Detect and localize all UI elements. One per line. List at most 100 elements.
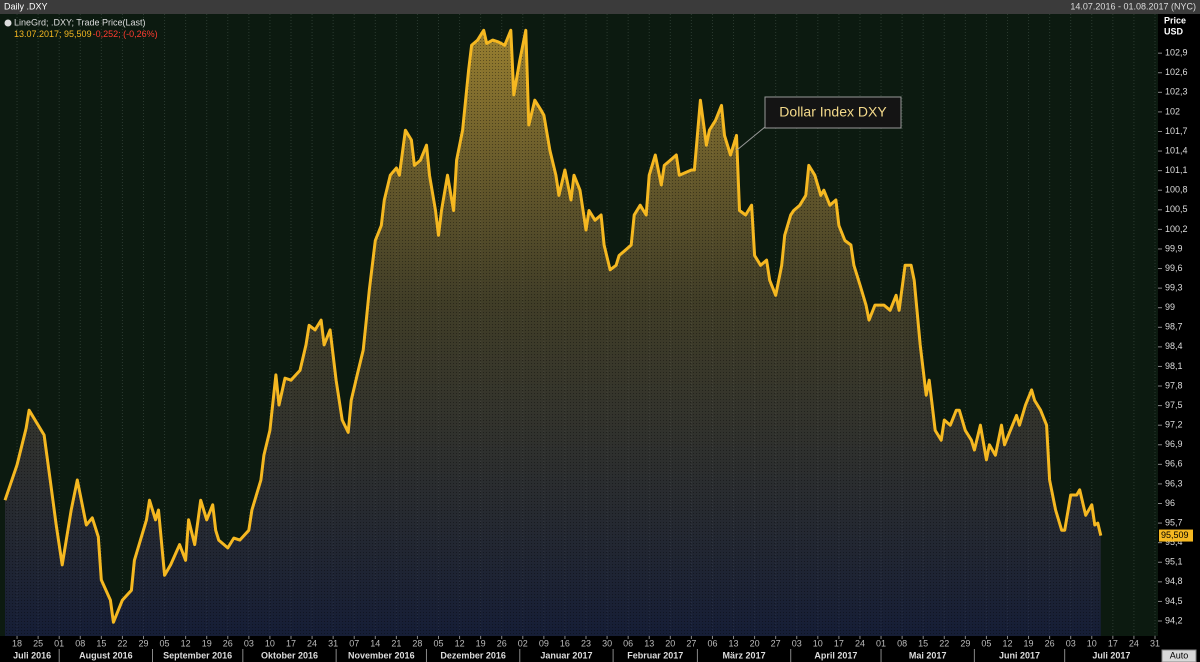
x-tick-label: 05 bbox=[160, 638, 170, 648]
y-tick-label: 98,7 bbox=[1165, 322, 1183, 332]
x-tick-label: 03 bbox=[792, 638, 802, 648]
month-label: Mai 2017 bbox=[909, 650, 947, 660]
last-price-box bbox=[1159, 529, 1193, 542]
x-tick-label: 08 bbox=[75, 638, 85, 648]
area-texture bbox=[5, 30, 1101, 637]
y-tick-label: 94,5 bbox=[1165, 596, 1183, 606]
x-tick-label: 14 bbox=[370, 638, 380, 648]
x-tick-label: 31 bbox=[1150, 638, 1160, 648]
x-tick-label: 02 bbox=[518, 638, 528, 648]
x-tick-label: 17 bbox=[286, 638, 296, 648]
month-label: August 2016 bbox=[79, 650, 133, 660]
x-tick-label: 01 bbox=[876, 638, 886, 648]
y-tick-label: 97,5 bbox=[1165, 400, 1183, 410]
y-tick-label: 94,8 bbox=[1165, 576, 1183, 586]
x-tick-label: 19 bbox=[202, 638, 212, 648]
x-tick-label: 25 bbox=[33, 638, 43, 648]
y-tick-label: 101,7 bbox=[1165, 126, 1188, 136]
x-tick-label: 22 bbox=[939, 638, 949, 648]
y-tick-label: 99,9 bbox=[1165, 243, 1183, 253]
x-tick-label: 15 bbox=[96, 638, 106, 648]
month-label: Februar 2017 bbox=[627, 650, 683, 660]
y-tick-label: 100,2 bbox=[1165, 224, 1188, 234]
x-axis-background bbox=[0, 636, 1158, 662]
x-tick-label: 19 bbox=[476, 638, 486, 648]
y-tick-label: 96 bbox=[1165, 498, 1175, 508]
x-tick-label: 20 bbox=[750, 638, 760, 648]
month-label: Januar 2017 bbox=[540, 650, 592, 660]
x-tick-label: 12 bbox=[1002, 638, 1012, 648]
line bbox=[3, 28, 1103, 624]
x-tick-label: 10 bbox=[265, 638, 275, 648]
y-tick-label: 96,6 bbox=[1165, 459, 1183, 469]
y-tick-label: 100,5 bbox=[1165, 204, 1188, 214]
x-tick-label: 06 bbox=[623, 638, 633, 648]
y-tick-label: 98,4 bbox=[1165, 341, 1183, 351]
x-tick-label: 13 bbox=[729, 638, 739, 648]
plot bbox=[3, 14, 1156, 637]
y-tick-label: 97,8 bbox=[1165, 380, 1183, 390]
x-tick-label: 22 bbox=[117, 638, 127, 648]
x-tick-label: 12 bbox=[181, 638, 191, 648]
date-range: 14.07.2016 - 01.08.2017 (NYC) bbox=[1070, 1, 1196, 11]
x-tick-label: 18 bbox=[12, 638, 22, 648]
x-tick-label: 15 bbox=[918, 638, 928, 648]
month-label: Dezember 2016 bbox=[440, 650, 506, 660]
y-tick-label: 94,2 bbox=[1165, 615, 1183, 625]
month-label: April 2017 bbox=[814, 650, 857, 660]
y-tick-label: 102,6 bbox=[1165, 67, 1188, 77]
x-tick-label: 24 bbox=[1129, 638, 1139, 648]
legend-text: LineGrd; .DXY; Trade Price(Last) bbox=[14, 17, 145, 27]
x-tick-label: 05 bbox=[981, 638, 991, 648]
x-tick-label: 03 bbox=[1066, 638, 1076, 648]
x-tick-label: 13 bbox=[644, 638, 654, 648]
status: 13.07.2017; 95,509 bbox=[14, 29, 92, 39]
x-tick-label: 26 bbox=[223, 638, 233, 648]
header-bar bbox=[0, 0, 1200, 14]
y-tick-label: 95,7 bbox=[1165, 517, 1183, 527]
x-tick-label: 10 bbox=[813, 638, 823, 648]
y-tick-label: 100,8 bbox=[1165, 185, 1188, 195]
auto-button-label[interactable]: Auto bbox=[1170, 650, 1189, 660]
x-tick-label: 17 bbox=[1108, 638, 1118, 648]
chart-title: Daily .DXY bbox=[4, 1, 48, 11]
x-tick-label: 23 bbox=[581, 638, 591, 648]
x-tick-label: 28 bbox=[412, 638, 422, 648]
x-tick-label: 21 bbox=[391, 638, 401, 648]
month-label: Juli 2016 bbox=[13, 650, 51, 660]
legend-icon bbox=[4, 19, 12, 27]
x-tick-label: 24 bbox=[855, 638, 865, 648]
auto-button[interactable] bbox=[1161, 649, 1197, 662]
x-tick-label: 16 bbox=[560, 638, 570, 648]
y-tick-label: 99,6 bbox=[1165, 263, 1183, 273]
x-tick-label: 29 bbox=[138, 638, 148, 648]
x-tick-label: 09 bbox=[539, 638, 549, 648]
month-label: November 2016 bbox=[348, 650, 415, 660]
x-tick-label: 27 bbox=[686, 638, 696, 648]
y-tick-label: 99 bbox=[1165, 302, 1175, 312]
x-tick-label: 24 bbox=[307, 638, 317, 648]
y-tick-label: 101,1 bbox=[1165, 165, 1188, 175]
legend-status: 13.07.2017; 95,509-0,252; (-0,26%) bbox=[14, 29, 158, 39]
y-axis-unit: USD bbox=[1164, 26, 1184, 36]
x-tick-label: 26 bbox=[1045, 638, 1055, 648]
x-tick-label: 10 bbox=[1087, 638, 1097, 648]
x-tick-label: 12 bbox=[455, 638, 465, 648]
x-tick-label: 17 bbox=[834, 638, 844, 648]
month-label: Juni 2017 bbox=[999, 650, 1040, 660]
x-tick-label: 03 bbox=[244, 638, 254, 648]
x-tick-label: 19 bbox=[1024, 638, 1034, 648]
x-tick-label: 07 bbox=[349, 638, 359, 648]
x-tick-label: 29 bbox=[960, 638, 970, 648]
last-price-label: 95,509 bbox=[1161, 530, 1189, 540]
annotation: Dollar Index DXY bbox=[779, 104, 887, 120]
y-axis-label: Price bbox=[1164, 15, 1186, 25]
x-tick-label: 06 bbox=[707, 638, 717, 648]
month-label: Oktober 2016 bbox=[261, 650, 318, 660]
x-tick-label: 27 bbox=[771, 638, 781, 648]
y-tick-label: 95,1 bbox=[1165, 557, 1183, 567]
y-tick-label: 98,1 bbox=[1165, 361, 1183, 371]
y-tick-label: 96,9 bbox=[1165, 439, 1183, 449]
